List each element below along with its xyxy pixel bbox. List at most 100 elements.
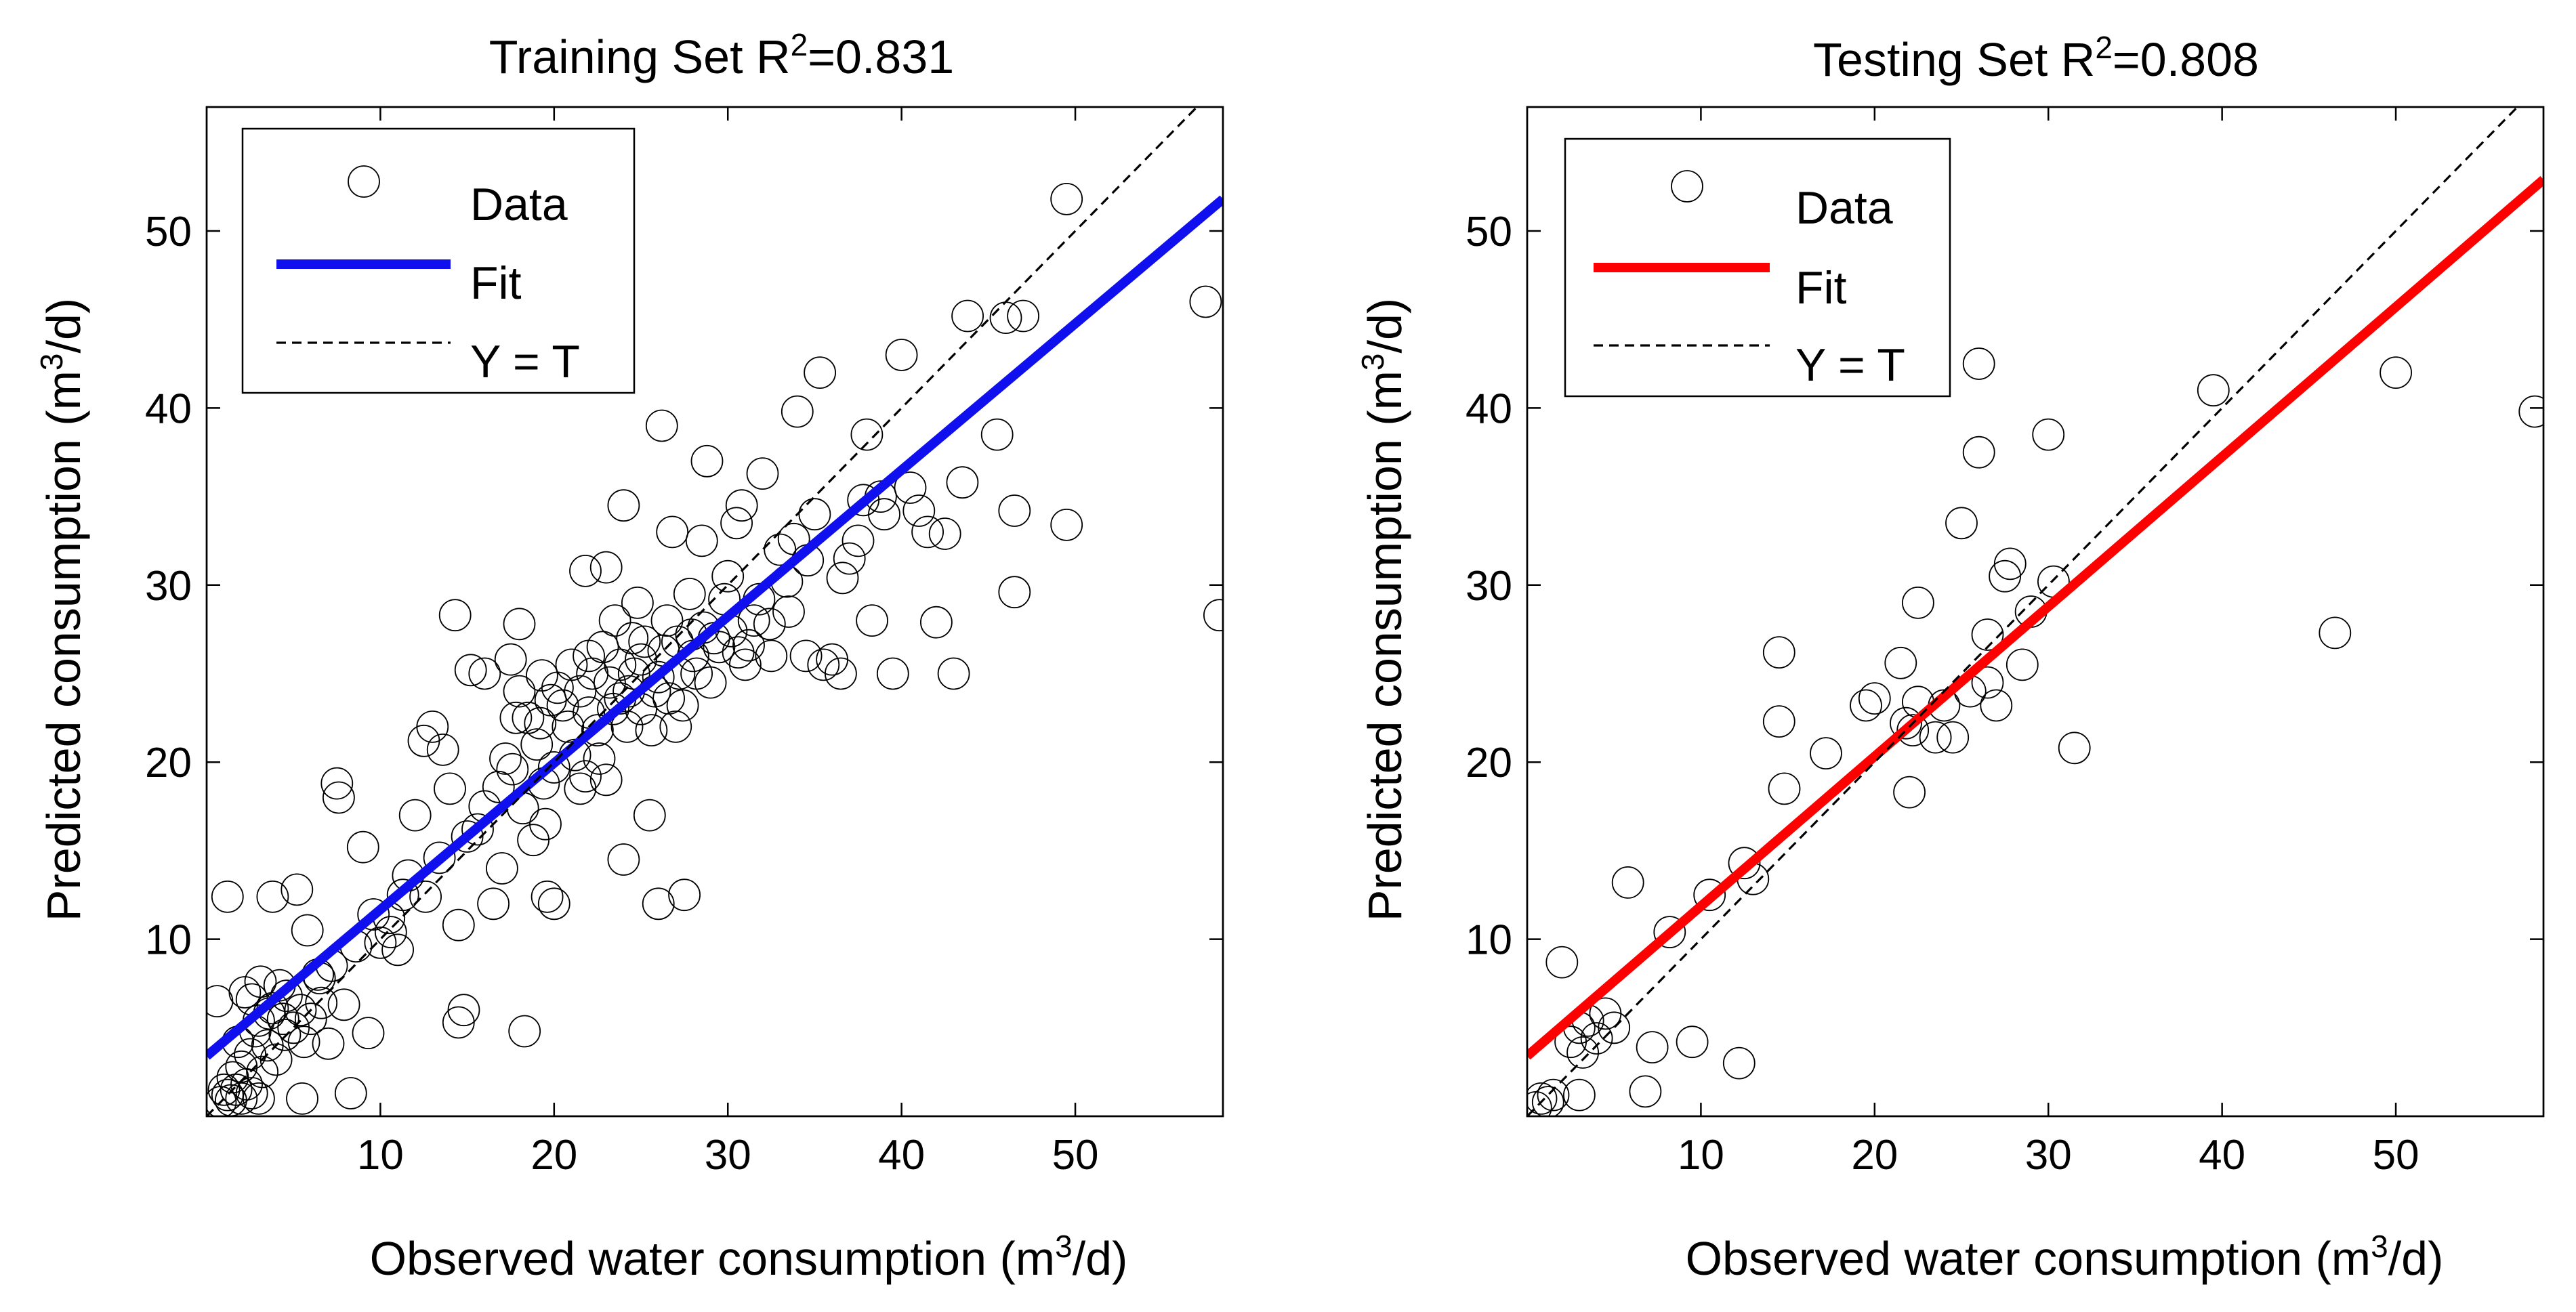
training-data-point	[381, 933, 414, 967]
training-data-point	[426, 734, 459, 766]
training-data-point	[434, 772, 466, 805]
training-data-point	[581, 714, 614, 746]
training-data-point	[334, 1077, 367, 1109]
testing-fit-line	[1527, 175, 2543, 1060]
training-data-point	[569, 760, 602, 792]
training-data-point	[980, 418, 1014, 451]
training-data-point	[621, 587, 654, 619]
training-x-axis-label: Observed water consumption (m3/d)	[370, 1229, 1128, 1285]
training-data-point	[1050, 182, 1083, 215]
training-plot-content	[207, 107, 1223, 1116]
training-data-point	[652, 682, 685, 715]
training-data-point	[804, 356, 836, 389]
testing-identity-line	[1527, 107, 2519, 1116]
testing-data-point	[1962, 347, 1995, 380]
training-legend-fit-label: Fit	[470, 257, 522, 309]
training-data-point	[894, 471, 927, 504]
training-data-point	[781, 395, 814, 428]
training-data-point	[666, 689, 699, 722]
testing-data-point	[2032, 418, 2065, 451]
testing-data-point	[1884, 646, 1917, 679]
training-data-point	[220, 1073, 253, 1106]
training-data-point	[998, 494, 1031, 527]
training-data-point	[374, 916, 407, 948]
testing-data-point	[1919, 721, 1952, 754]
training-data-point	[798, 498, 831, 531]
training-data-point	[902, 494, 936, 527]
training-data-point	[447, 994, 480, 1027]
training-data-point	[998, 576, 1031, 609]
training-data-point	[564, 675, 597, 708]
training-data-point	[327, 988, 360, 1021]
testing-data-point	[2006, 648, 2039, 681]
testing-data-point	[1728, 847, 1761, 880]
testing-x-tick-label: 20	[1851, 1132, 1898, 1179]
training-data-point	[291, 914, 324, 947]
testing-data-point	[1962, 436, 1995, 469]
training-data-point	[946, 466, 979, 499]
training-data-point	[589, 551, 623, 584]
testing-data-point	[1545, 946, 1579, 979]
training-data-point	[537, 751, 570, 784]
testing-data-point	[1945, 507, 1978, 540]
training-data-point	[489, 742, 522, 775]
training-data-point	[711, 559, 745, 593]
testing-data-point	[1980, 689, 2013, 722]
training-data-point	[286, 1082, 318, 1115]
testing-data-point	[2197, 374, 2230, 407]
testing-y-tick-label: 30	[1466, 563, 1512, 610]
training-data-point	[281, 873, 314, 906]
testing-data-point	[1527, 1082, 1558, 1115]
training-data-point	[322, 781, 355, 814]
training-data-point	[685, 524, 718, 557]
testing-y-tick-label: 40	[1466, 385, 1512, 432]
testing-data-point	[1901, 587, 1934, 619]
training-data-point	[294, 1002, 327, 1036]
testing-chart-title: Testing Set R2=0.808	[1813, 30, 2259, 86]
training-data-point	[668, 879, 701, 912]
training-data-point	[503, 675, 536, 708]
training-data-point	[442, 908, 475, 941]
training-data-point	[807, 648, 840, 681]
testing-plot-border	[1526, 106, 2545, 1118]
testing-data-point	[1971, 666, 2004, 699]
training-data-point	[951, 299, 984, 333]
training-data-point	[920, 606, 953, 639]
training-data-point	[607, 843, 640, 876]
testing-data-point	[1993, 547, 2027, 580]
training-data-point	[352, 1017, 385, 1049]
training-data-point	[633, 799, 666, 832]
training-data-point	[416, 711, 449, 743]
training-data-point	[725, 489, 758, 522]
training-data-point	[589, 763, 623, 797]
training-data-point	[482, 770, 515, 803]
training-data-point	[386, 879, 419, 912]
training-data-point	[486, 852, 518, 885]
training-data-point	[617, 657, 650, 690]
training-data-point	[552, 711, 585, 743]
training-data-point	[477, 887, 510, 920]
testing-data-point	[1629, 1075, 1662, 1108]
training-data-point	[312, 1027, 345, 1060]
testing-x-tick-label: 50	[2373, 1132, 2419, 1179]
testing-chart: Testing Set R2=0.808 Observed water cons…	[1355, 30, 2545, 1285]
testing-x-tick-label: 10	[1678, 1132, 1724, 1179]
training-data-point	[722, 636, 755, 669]
training-data-point	[928, 517, 961, 550]
training-data-point	[645, 409, 678, 442]
testing-plot-content	[1527, 107, 2543, 1116]
training-data-point	[496, 753, 529, 786]
training-data-point	[876, 657, 909, 690]
testing-y-tick-label: 50	[1466, 209, 1512, 255]
training-x-tick-label: 30	[705, 1132, 751, 1179]
training-data-point	[320, 767, 354, 800]
training-plot-border	[205, 106, 1224, 1118]
training-chart: Training Set R2=0.831 Observed water con…	[34, 27, 1224, 1285]
training-data-point	[461, 813, 494, 846]
training-data-point	[650, 604, 684, 637]
training-y-tick-label: 20	[145, 740, 192, 786]
testing-legend-identity-label: Y = T	[1795, 339, 1905, 391]
training-data-point	[777, 522, 810, 555]
training-data-point	[207, 985, 234, 1017]
